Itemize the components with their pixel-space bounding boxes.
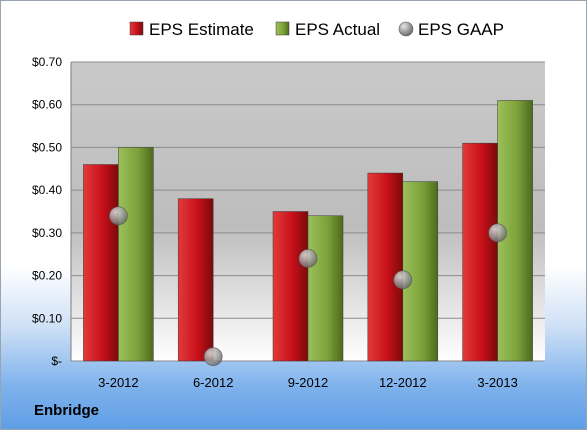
marker-eps-gaap-6-2012 [203, 347, 223, 367]
company-name: Enbridge [34, 402, 100, 419]
legend: EPS Estimate EPS Actual EPS GAAP [129, 20, 504, 39]
bar-eps-estimate-12-2012 [367, 172, 404, 362]
y-tick-label: $- [51, 354, 62, 368]
marker-eps-gaap-9-2012 [298, 249, 318, 268]
marker-eps-gaap-12-2012 [393, 270, 413, 290]
legend-swatch-eps-gaap [398, 21, 414, 37]
bar-eps-actual-12-2012 [402, 181, 439, 362]
gaap-markers [109, 206, 507, 367]
y-tick-label: $0.30 [32, 226, 62, 240]
y-tick-label: $0.20 [32, 269, 62, 283]
bar-eps-estimate-3-2013 [462, 142, 498, 362]
x-tick-label: 6-2012 [193, 375, 233, 390]
x-axis: 3-2012 6-2012 9-2012 12-2012 3-2013 [98, 375, 518, 390]
y-axis: $- $0.10 $0.20 $0.30 $0.40 $0.50 $0.60 $0.70 [32, 55, 72, 368]
legend-swatch-eps-estimate [129, 21, 144, 36]
bar-eps-estimate-6-2012 [177, 198, 214, 362]
legend-label-eps-actual: EPS Actual [295, 20, 380, 39]
marker-eps-gaap-3-2012 [109, 206, 128, 226]
marker-eps-gaap-3-2013 [488, 223, 507, 243]
x-tick-label: 9-2012 [288, 375, 328, 390]
bar-eps-estimate-3-2012 [83, 164, 119, 362]
x-tick-label: 12-2012 [379, 375, 427, 390]
x-tick-label: 3-2012 [98, 375, 138, 390]
legend-label-eps-estimate: EPS Estimate [149, 20, 254, 39]
bar-eps-actual-3-2012 [118, 147, 154, 362]
y-tick-label: $0.50 [32, 140, 62, 154]
x-tick-label: 3-2013 [477, 375, 517, 390]
y-tick-label: $0.40 [32, 183, 62, 197]
y-tick-label: $0.60 [32, 98, 62, 112]
bar-eps-estimate-9-2012 [272, 211, 309, 362]
y-tick-label: $0.10 [32, 311, 62, 325]
bars [83, 100, 533, 362]
bar-eps-actual-9-2012 [307, 215, 344, 362]
legend-swatch-eps-actual [275, 21, 290, 36]
y-tick-label: $0.70 [32, 55, 62, 69]
legend-label-eps-gaap: EPS GAAP [418, 20, 504, 39]
